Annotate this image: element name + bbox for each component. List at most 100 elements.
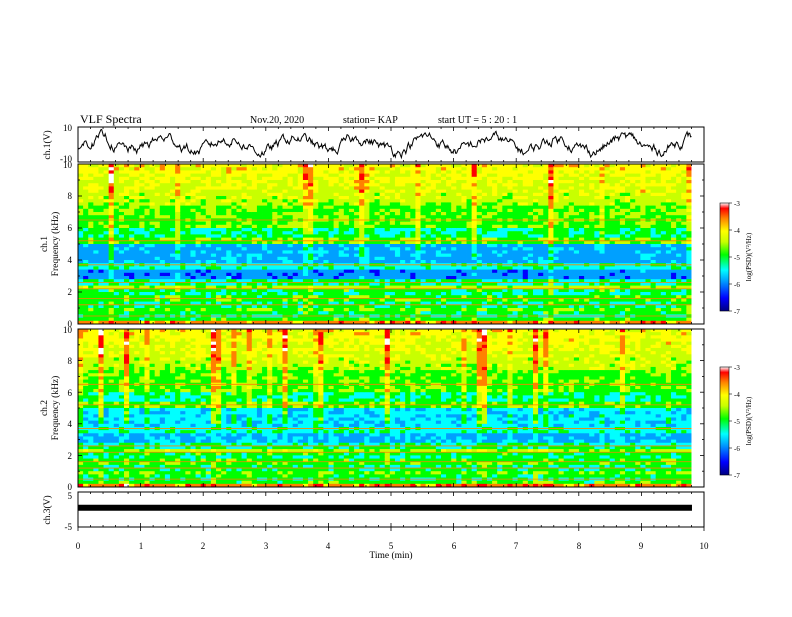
spectrogram-cell — [420, 170, 427, 174]
spectrogram-cell — [292, 244, 299, 248]
spectrogram-cell — [118, 256, 125, 261]
spectrogram-cell — [512, 295, 519, 299]
spectrogram-cell — [210, 208, 217, 213]
spectrogram-cell — [517, 279, 524, 283]
spectrogram-cell — [313, 167, 319, 171]
spectrogram-cell — [584, 199, 590, 203]
spectrogram-cell — [139, 301, 145, 306]
spectrogram-cell — [456, 228, 462, 232]
spectrogram-cell — [389, 266, 396, 270]
spectrogram-cell — [563, 266, 570, 270]
spectrogram-cell — [323, 298, 329, 302]
spectrogram-cell — [221, 266, 227, 270]
spectrogram-cell — [292, 196, 299, 200]
spectrogram-cell — [333, 320, 340, 325]
spectrogram-cell — [338, 304, 345, 309]
spectrogram-cell — [118, 212, 125, 216]
spectrogram-cell — [139, 199, 145, 203]
spectrogram-cell — [108, 288, 115, 293]
spectrogram-cell — [394, 320, 401, 325]
spectrogram-cell — [164, 199, 171, 203]
spectrogram-cell — [302, 304, 309, 309]
spectrogram-cell — [522, 260, 529, 264]
spectrogram-cell — [78, 282, 84, 286]
spectrogram-cell — [318, 282, 324, 286]
spectrogram-cell — [527, 164, 534, 168]
spectrogram-cell — [262, 320, 268, 325]
spectrogram-cell — [210, 311, 217, 315]
spectrogram-cell — [149, 170, 156, 174]
spectrogram-cell — [558, 212, 565, 216]
spectrogram-cell — [430, 167, 437, 171]
spectrogram-cell — [440, 237, 447, 242]
spectrogram-cell — [359, 180, 365, 184]
spectrogram-cell — [318, 253, 324, 258]
spectrogram-cell — [446, 311, 452, 315]
spectrogram-cell — [486, 167, 493, 171]
spectrogram-cell — [256, 164, 263, 168]
spectrogram-cell — [461, 269, 467, 274]
spectrogram-cell — [548, 167, 554, 171]
spectrogram-cell — [292, 247, 299, 251]
spectrogram-cell — [338, 186, 345, 190]
spectrogram-cell — [251, 311, 258, 315]
spectrogram-cell — [149, 183, 156, 187]
spectrogram-cell — [359, 234, 365, 238]
spectrogram-cell — [159, 173, 166, 178]
spectrogram-cell — [139, 202, 145, 206]
spectrogram-cell — [190, 247, 196, 251]
spectrogram-cell — [471, 237, 478, 242]
spectrogram-cell — [354, 256, 360, 261]
spectrogram-cell — [88, 266, 94, 270]
spectrogram-cell — [364, 253, 370, 258]
spectrogram-cell — [522, 317, 529, 322]
spectrogram-cell — [83, 237, 89, 242]
spectrogram-cell — [328, 298, 335, 302]
spectrogram-cell — [144, 292, 150, 296]
spectrogram-cell — [446, 253, 452, 258]
spectrogram-cell — [333, 282, 340, 286]
spectrogram-cell — [149, 311, 156, 315]
spectrogram-cell — [83, 183, 89, 187]
spectrogram-cell — [538, 298, 544, 302]
spectrogram-cell — [507, 189, 513, 194]
spectrogram-cell — [456, 244, 462, 248]
spectrogram-cell — [78, 317, 84, 322]
spectrogram-cell — [446, 288, 452, 293]
spectrogram-cell — [195, 250, 202, 254]
spectrogram-cell — [251, 221, 258, 226]
spectrogram-cell — [195, 215, 202, 219]
spectrogram-cell — [543, 272, 549, 277]
spectrogram-cell — [302, 260, 309, 264]
spectrogram-cell — [149, 186, 156, 190]
spectrogram-cell — [124, 176, 130, 181]
spectrogram-cell — [175, 202, 181, 206]
spectrogram-cell — [282, 221, 288, 226]
spectrogram-cell — [573, 320, 580, 325]
spectrogram-cell — [507, 279, 513, 283]
spectrogram-cell — [282, 308, 288, 312]
spectrogram-cell — [159, 295, 166, 299]
spectrogram-cell — [338, 288, 345, 293]
spectrogram-cell — [394, 212, 401, 216]
spectrogram-cell — [466, 199, 473, 203]
spectrogram-cell — [568, 279, 575, 283]
spectrogram-cell — [568, 320, 575, 325]
spectrogram-cell — [533, 186, 539, 190]
spectrogram-cell — [420, 208, 427, 213]
spectrogram-cell — [246, 170, 253, 174]
spectrogram-cell — [318, 250, 324, 254]
spectrogram-cell — [313, 205, 319, 210]
spectrogram-cell — [461, 170, 467, 174]
spectrogram-cell — [246, 228, 253, 232]
spectrogram-cell — [262, 244, 268, 248]
spectrogram-cell — [492, 221, 498, 226]
spectrogram-cell — [190, 317, 196, 322]
spectrogram-cell — [93, 170, 99, 174]
spectrogram-cell — [451, 295, 457, 299]
spectrogram-cell — [267, 269, 273, 274]
spectrogram-cell — [440, 212, 447, 216]
spectrogram-cell — [568, 212, 575, 216]
spectrogram-cell — [231, 311, 237, 315]
spectrogram-cell — [292, 285, 299, 290]
